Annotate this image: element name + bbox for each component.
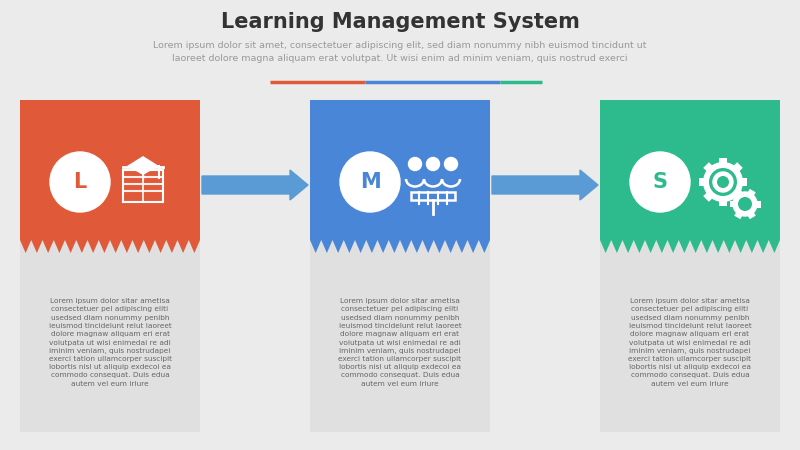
Text: L: L <box>74 172 86 192</box>
Bar <box>731 162 742 174</box>
Text: Learning Management System: Learning Management System <box>221 12 579 32</box>
Bar <box>600 100 780 432</box>
Circle shape <box>713 172 733 192</box>
Circle shape <box>717 176 729 188</box>
Bar <box>310 100 490 432</box>
Bar <box>746 189 756 198</box>
Bar <box>699 178 707 186</box>
Circle shape <box>445 158 458 171</box>
Bar <box>310 100 490 240</box>
Text: Lorem ipsum dolor sit amet, consectetuer adipiscing elit, sed diam nonummy nibh : Lorem ipsum dolor sit amet, consectetuer… <box>154 41 646 63</box>
FancyArrow shape <box>202 170 308 200</box>
Text: System: System <box>664 104 716 117</box>
Bar <box>734 210 744 219</box>
Bar <box>731 190 742 202</box>
Circle shape <box>340 152 400 212</box>
Bar <box>719 158 727 166</box>
Text: Learning: Learning <box>79 104 141 117</box>
Polygon shape <box>127 156 159 175</box>
Polygon shape <box>600 100 780 253</box>
Bar <box>734 189 744 198</box>
Text: Lorem ipsum dolor sitar ametisa
consectetuer pel adipiscing eliti
usedsed diam n: Lorem ipsum dolor sitar ametisa consecte… <box>629 298 751 387</box>
Text: Lorem ipsum dolor sitar ametisa
consectetuer pel adipiscing eliti
usedsed diam n: Lorem ipsum dolor sitar ametisa consecte… <box>49 298 171 387</box>
Text: S: S <box>653 172 667 192</box>
Bar <box>600 100 780 240</box>
Bar <box>20 100 200 240</box>
Circle shape <box>733 192 757 216</box>
Bar <box>719 198 727 206</box>
Bar <box>703 190 714 202</box>
Bar <box>20 100 200 120</box>
Text: M: M <box>360 172 380 192</box>
Circle shape <box>738 197 752 211</box>
Bar <box>411 192 455 200</box>
Bar <box>739 178 747 186</box>
FancyArrow shape <box>492 170 598 200</box>
Bar <box>746 210 756 219</box>
Bar <box>730 201 737 207</box>
Polygon shape <box>20 100 200 253</box>
Bar <box>703 162 714 174</box>
Bar <box>600 100 780 120</box>
Polygon shape <box>310 100 490 253</box>
Text: Lorem ipsum dolor sitar ametisa
consectetuer pel adipiscing eliti
usedsed diam n: Lorem ipsum dolor sitar ametisa consecte… <box>338 298 462 387</box>
Bar <box>754 201 761 207</box>
Circle shape <box>426 158 439 171</box>
Circle shape <box>409 158 422 171</box>
Bar <box>123 170 163 202</box>
Circle shape <box>50 152 110 212</box>
Text: Management: Management <box>354 104 446 117</box>
Bar <box>310 100 490 120</box>
Circle shape <box>630 152 690 212</box>
Bar <box>20 100 200 432</box>
